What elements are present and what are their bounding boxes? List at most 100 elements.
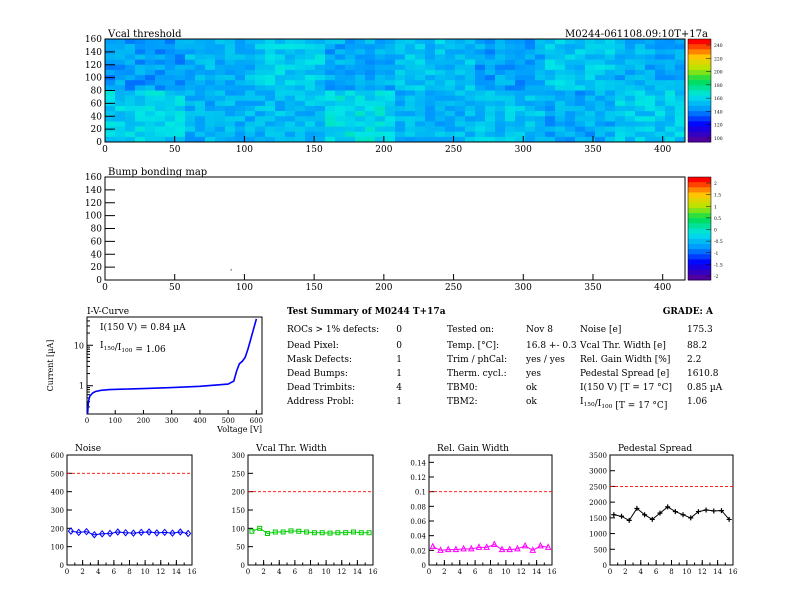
- heatmap-cell: [345, 59, 356, 66]
- heatmap-cell: [565, 126, 576, 132]
- heatmap-cell: [605, 90, 616, 96]
- heatmap-cell: [585, 111, 596, 117]
- heatmap-cell: [425, 80, 436, 86]
- heatmap-cell: [405, 39, 416, 45]
- data-point: [130, 529, 137, 537]
- summary-col3-label: I150/I100 [T = 17 °C]: [580, 397, 667, 411]
- heatmap-cell: [185, 69, 196, 76]
- heatmap-cell: [565, 131, 576, 138]
- heatmap-cell: [355, 100, 366, 107]
- heatmap-cell: [505, 75, 516, 81]
- heatmap-cell: [455, 100, 466, 107]
- small-plot-title: Noise: [75, 444, 101, 454]
- heatmap-cell: [465, 100, 476, 107]
- x-tick-label: 10: [322, 568, 331, 576]
- heatmap-cell: [595, 85, 606, 91]
- heatmap-cell: [175, 54, 186, 60]
- heatmap-cell: [505, 85, 516, 91]
- heatmap-cell: [335, 100, 346, 107]
- heatmap-cell: [545, 136, 556, 143]
- data-point: [122, 528, 129, 537]
- heatmap-cell: [365, 111, 376, 117]
- heatmap-cell: [415, 64, 426, 71]
- heatmap-cell: [485, 69, 496, 76]
- heatmap-cell: [155, 64, 166, 71]
- heatmap-cell: [215, 136, 226, 143]
- heatmap-cell: [625, 75, 636, 81]
- x-tick-label: 12: [517, 568, 526, 576]
- heatmap-cell: [575, 54, 586, 60]
- heatmap-cell: [325, 69, 336, 76]
- heatmap-cell: [235, 100, 246, 107]
- heatmap-cell: [575, 85, 586, 91]
- heatmap-cell: [655, 85, 666, 91]
- heatmap-cell: [575, 105, 586, 112]
- heatmap-cell: [215, 111, 226, 117]
- heatmap-cell: [365, 80, 376, 86]
- heatmap-cell: [115, 121, 126, 127]
- heatmap-cell: [375, 131, 386, 138]
- heatmap-cell: [295, 90, 306, 96]
- colorbar-cell: [688, 192, 711, 199]
- heatmap-cell: [185, 121, 196, 127]
- heatmap-cell: [315, 39, 326, 45]
- heatmap-cell: [225, 75, 236, 81]
- heatmap-cell: [215, 80, 226, 86]
- heatmap-cell: [335, 80, 346, 86]
- heatmap-cell: [595, 59, 606, 66]
- heatmap-cell: [575, 39, 586, 45]
- heatmap-cell: [255, 39, 266, 45]
- x-tick-label: 50: [169, 283, 181, 293]
- heatmap-cell: [645, 131, 656, 138]
- heatmap-cell: [365, 69, 376, 76]
- heatmap-cell: [195, 111, 206, 117]
- heatmap-cell: [215, 90, 226, 96]
- heatmap-cell: [615, 69, 626, 76]
- heatmap-cell: [555, 69, 566, 76]
- data-point: [75, 528, 82, 537]
- heatmap-cell: [285, 90, 296, 96]
- heatmap-cell: [155, 136, 166, 143]
- heatmap-cell: [435, 39, 446, 45]
- heatmap-cell: [645, 80, 656, 86]
- heatmap-cell: [125, 116, 136, 122]
- x-tick-label: 4: [458, 568, 463, 576]
- heatmap-cell: [405, 111, 416, 117]
- heatmap-cell: [425, 136, 436, 143]
- heatmap-cell: [585, 100, 596, 107]
- heatmap-cell: [635, 105, 646, 112]
- heatmap-cell: [375, 80, 386, 86]
- heatmap-cell: [545, 44, 556, 50]
- heatmap-cell: [425, 116, 436, 122]
- heatmap-cell: [605, 121, 616, 127]
- y-tick-label: 150: [232, 507, 245, 515]
- heatmap-cell: [375, 44, 386, 50]
- heatmap-cell: [215, 95, 226, 102]
- heatmap-cell: [555, 59, 566, 66]
- heatmap-cell: [405, 121, 416, 127]
- x-tick-label: 14: [713, 568, 722, 576]
- heatmap-cell: [235, 64, 246, 71]
- colorbar-label: -0.5: [714, 239, 723, 245]
- heatmap-cell: [505, 116, 516, 122]
- heatmap-cell: [235, 80, 246, 86]
- x-tick-label: 0: [85, 417, 89, 425]
- heatmap-cell: [425, 131, 436, 138]
- heatmap-cell: [325, 95, 336, 102]
- heatmap-cell: [195, 59, 206, 66]
- summary-col3-value: 175.3: [687, 325, 713, 335]
- heatmap-cell: [635, 121, 646, 127]
- heatmap-cell: [635, 95, 646, 102]
- heatmap-cell: [435, 90, 446, 96]
- heatmap-cell: [395, 44, 406, 50]
- heatmap-cell: [645, 44, 656, 50]
- heatmap-cell: [605, 105, 616, 112]
- vcal-width-plot: 0 2 4 6 8 10 12 14 16 0 50 100 150 200 250 300 Vcal Thr.…: [232, 444, 378, 576]
- heatmap-cell: [345, 75, 356, 81]
- heatmap-cell: [375, 126, 386, 132]
- data-point: [657, 510, 663, 516]
- heatmap-cell: [465, 49, 476, 55]
- heatmap-cell: [575, 59, 586, 66]
- heatmap-cell: [455, 111, 466, 117]
- data-point: [672, 509, 678, 515]
